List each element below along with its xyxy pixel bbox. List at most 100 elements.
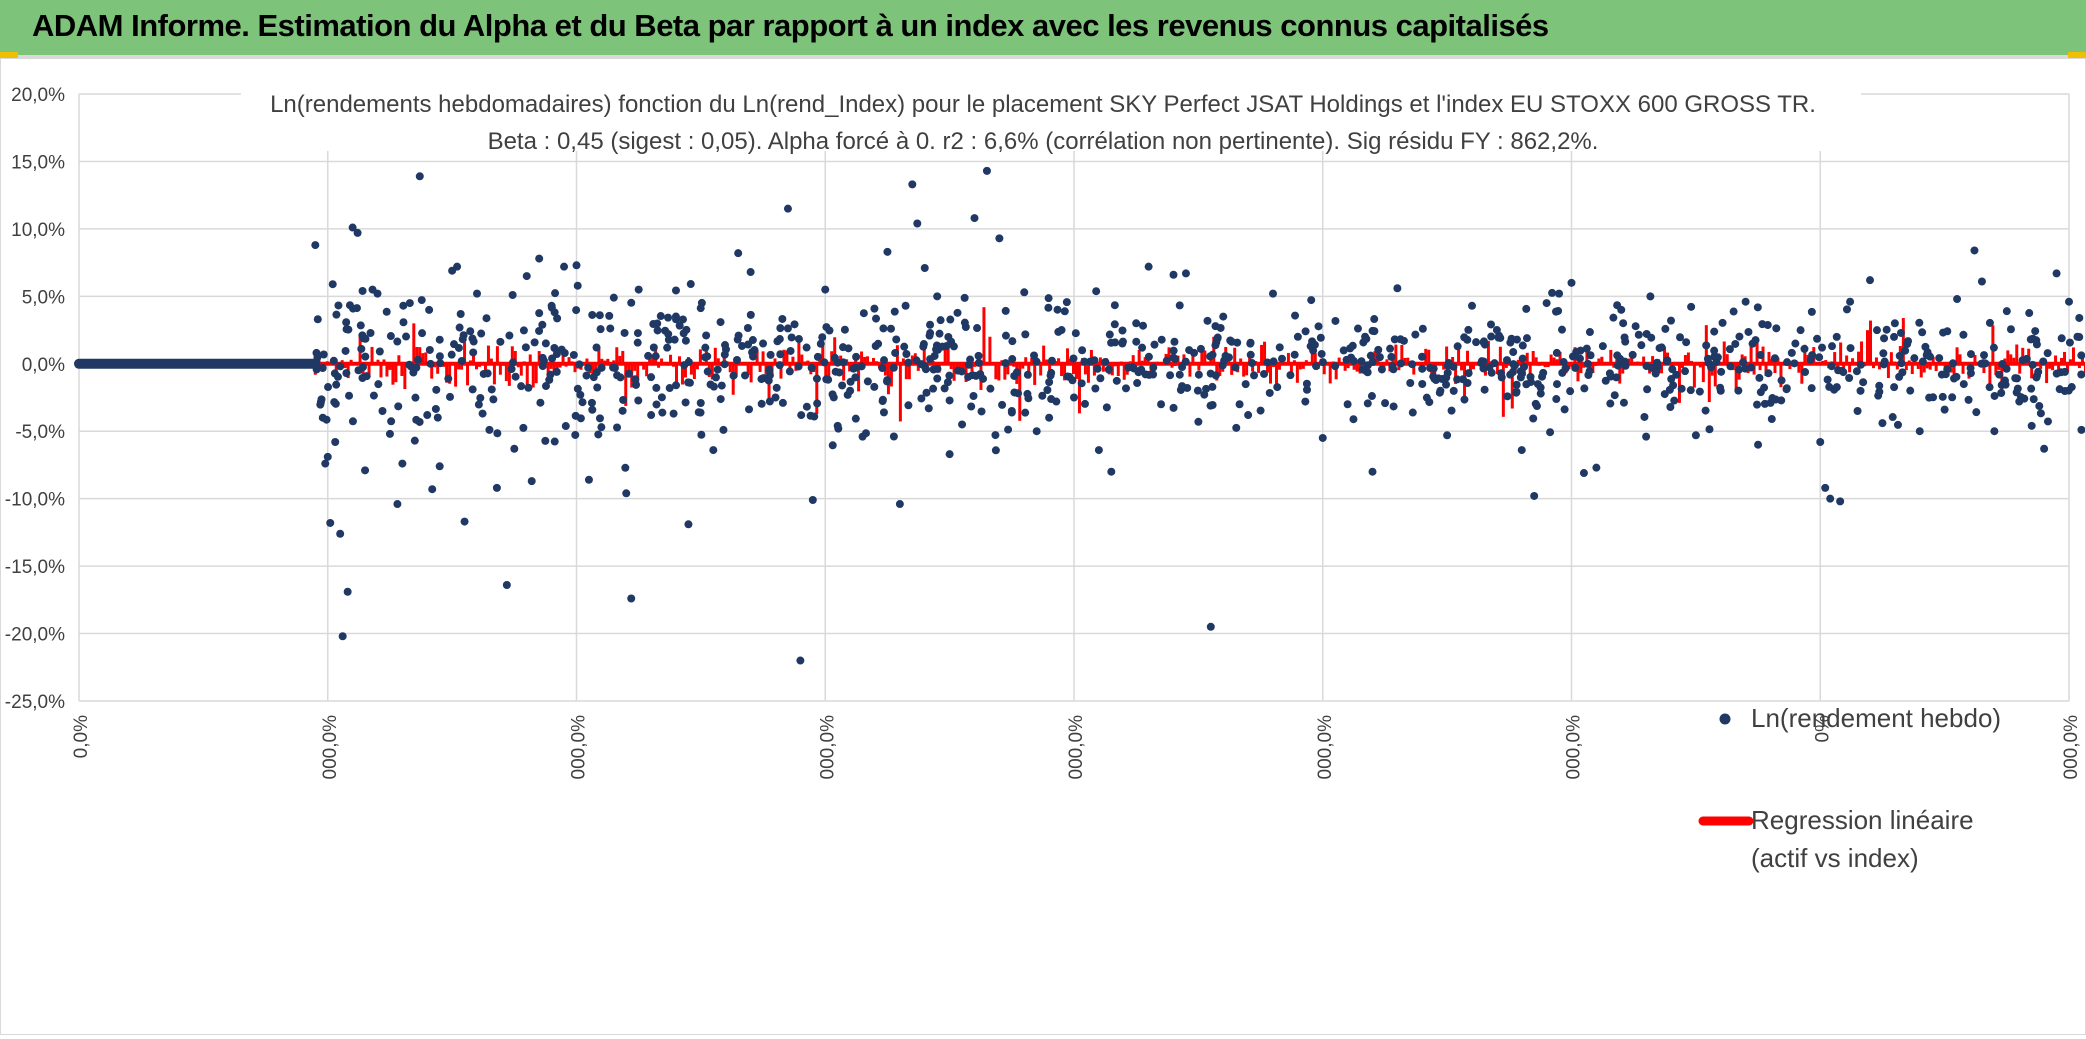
data-point <box>926 320 935 329</box>
x-tick-label: 0,0% <box>71 715 92 758</box>
data-point <box>889 432 898 441</box>
data-point <box>1001 331 1010 340</box>
data-point <box>1390 335 1399 344</box>
data-point <box>1682 338 1691 347</box>
x-tick-label: 000,0% <box>1315 715 1336 780</box>
data-point <box>776 324 785 333</box>
data-point <box>2039 357 2048 366</box>
data-point <box>1386 344 1395 353</box>
data-point <box>425 345 434 354</box>
data-point <box>936 316 945 325</box>
data-point <box>1585 367 1594 376</box>
data-point <box>1509 348 1518 357</box>
corner-marker-left <box>0 52 18 58</box>
data-point <box>550 437 559 446</box>
y-tick-label: 0,0% <box>22 355 65 376</box>
data-point <box>1770 354 1779 363</box>
data-point <box>998 400 1007 409</box>
data-point <box>1612 373 1621 382</box>
data-point <box>1393 284 1402 293</box>
data-point <box>807 363 816 372</box>
data-point <box>1203 316 1212 325</box>
data-point <box>1823 375 1832 384</box>
data-point <box>1043 385 1052 394</box>
data-point <box>1226 336 1235 345</box>
data-point <box>719 425 728 434</box>
data-point <box>1370 315 1379 324</box>
data-point <box>1418 352 1427 361</box>
data-point <box>1903 339 1912 348</box>
data-point <box>1118 326 1127 335</box>
data-point <box>974 358 983 367</box>
data-point <box>1196 344 1205 353</box>
data-point <box>519 423 528 432</box>
data-point <box>2032 340 2041 349</box>
data-point <box>319 350 328 359</box>
data-point <box>940 384 949 393</box>
data-point <box>509 358 518 367</box>
data-point <box>1387 352 1396 361</box>
data-point <box>775 361 784 370</box>
data-point <box>720 360 729 369</box>
data-point <box>1349 357 1358 366</box>
data-point <box>511 372 520 381</box>
data-point <box>1815 353 1824 362</box>
data-point <box>1516 373 1525 382</box>
data-point <box>1472 338 1481 347</box>
data-point <box>1178 363 1187 372</box>
data-point <box>1756 350 1765 359</box>
data-point <box>1346 344 1355 353</box>
data-point <box>709 382 718 391</box>
data-point <box>1880 357 1889 366</box>
data-point <box>1530 491 1539 500</box>
data-point <box>619 395 628 404</box>
data-point <box>904 358 913 367</box>
data-point <box>1008 337 1017 346</box>
data-point <box>573 281 582 290</box>
data-point <box>961 323 970 332</box>
data-point <box>1307 296 1316 305</box>
data-point <box>835 368 844 377</box>
data-point <box>786 346 795 355</box>
data-point <box>575 360 584 369</box>
data-point <box>658 408 667 417</box>
legend-backdrop <box>1691 744 2031 934</box>
data-point <box>596 325 605 334</box>
data-point <box>933 364 942 373</box>
data-point <box>2067 383 2076 392</box>
data-point <box>765 365 774 374</box>
data-point <box>1980 351 1989 360</box>
data-point <box>1010 388 1019 397</box>
data-point <box>597 423 606 432</box>
data-point <box>535 309 544 318</box>
data-point <box>1576 346 1585 355</box>
data-point <box>2036 409 2045 418</box>
x-tick-label: 000,0% <box>569 715 590 780</box>
data-point <box>1047 356 1056 365</box>
data-point <box>1406 379 1415 388</box>
data-point <box>929 384 938 393</box>
data-point <box>783 204 792 213</box>
data-point <box>393 500 402 509</box>
data-point <box>1302 379 1311 388</box>
data-point <box>1890 319 1899 328</box>
data-point <box>1592 463 1601 472</box>
data-point <box>385 429 394 438</box>
data-point <box>1687 302 1696 311</box>
data-point <box>802 402 811 411</box>
data-point <box>1816 438 1825 447</box>
data-point <box>1458 375 1467 384</box>
data-point <box>1580 384 1589 393</box>
data-point <box>417 296 426 305</box>
data-point <box>361 352 370 361</box>
data-point <box>321 459 330 468</box>
data-point <box>466 327 475 336</box>
data-point <box>734 249 743 258</box>
data-point <box>415 417 424 426</box>
data-point <box>1408 408 1417 417</box>
data-point <box>1368 326 1377 335</box>
data-point <box>1906 386 1915 395</box>
data-point <box>1512 335 1521 344</box>
data-point <box>821 285 830 294</box>
data-point <box>493 429 502 438</box>
